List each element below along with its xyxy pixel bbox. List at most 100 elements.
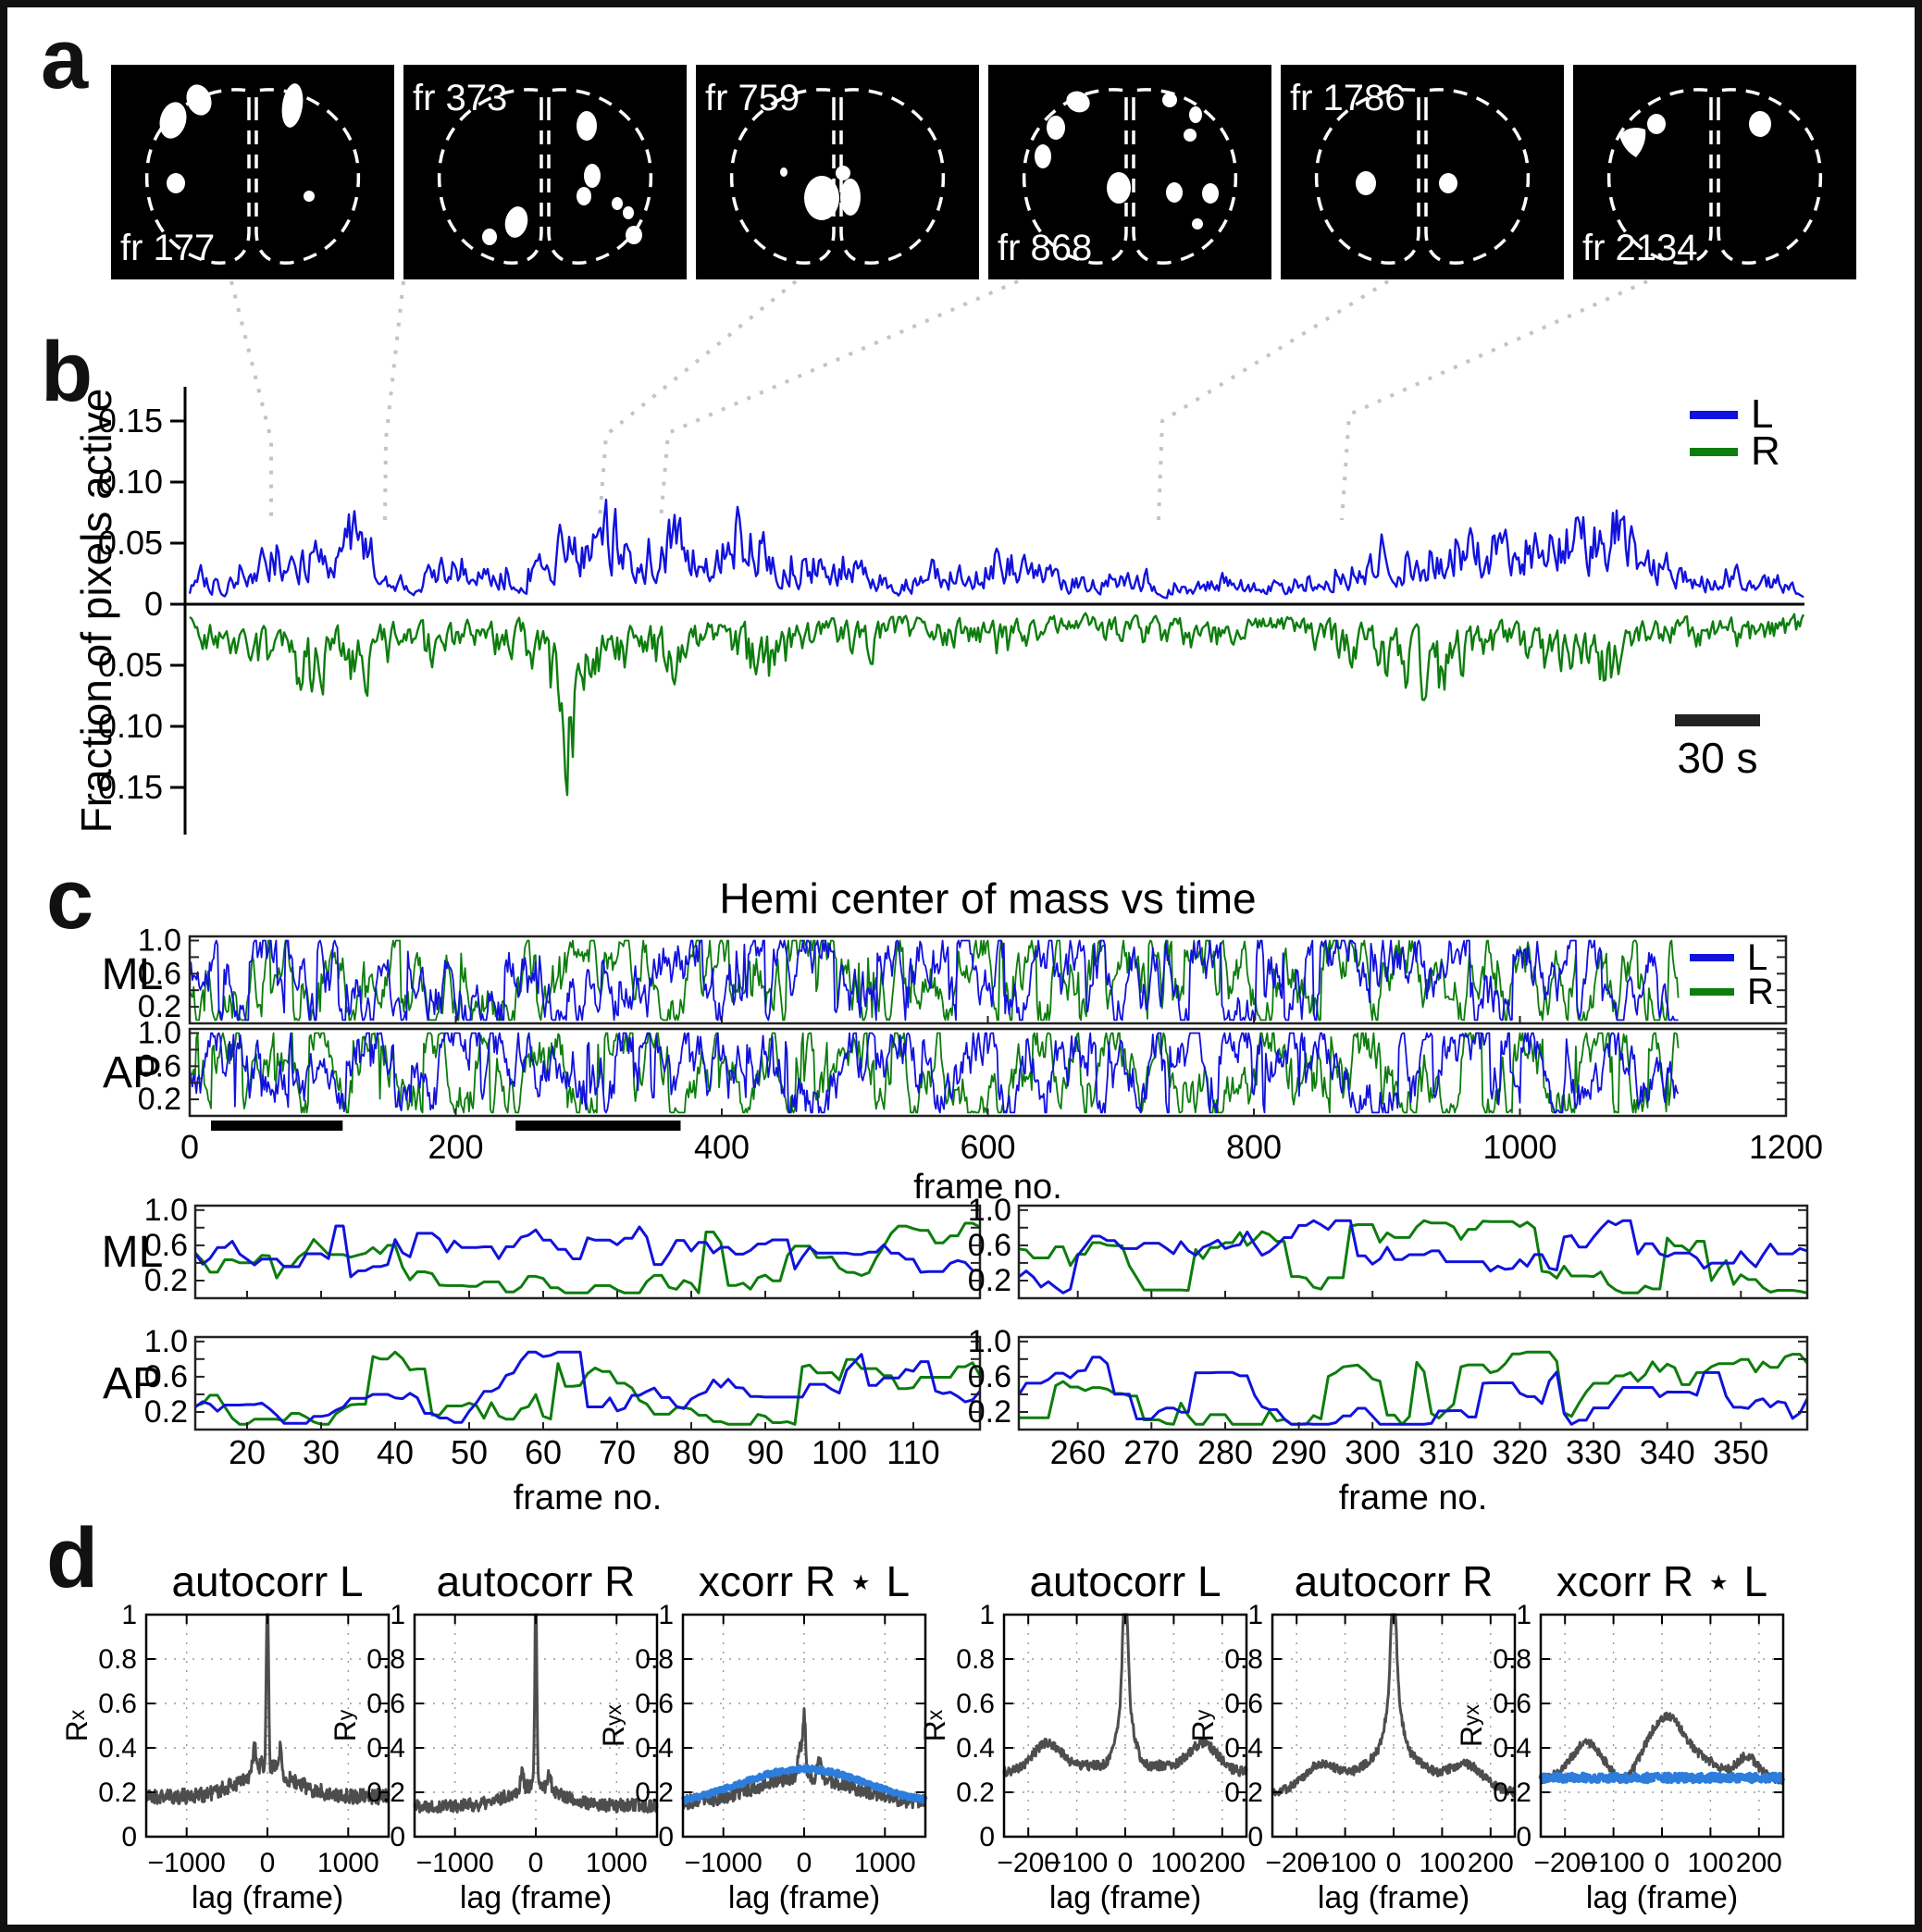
d-plot-title: autocorr L	[1029, 1557, 1221, 1605]
c-long-trace-L	[189, 939, 1679, 1022]
frame-connector-line	[229, 280, 273, 520]
xtick-label: 30	[303, 1433, 340, 1471]
d-ylabel-sub: yx	[601, 1703, 626, 1726]
xtick-label: −1000	[685, 1848, 763, 1878]
brain-map	[1314, 88, 1531, 265]
xtick-label: 100	[812, 1433, 867, 1471]
ytick-label: 0.6	[144, 1228, 188, 1263]
b-trace-R	[189, 612, 1805, 797]
activity-blobs	[1356, 171, 1457, 195]
frame-number-label: fr 759	[705, 78, 800, 118]
ytick-label: 0.6	[98, 1689, 137, 1719]
panel-label-b: b	[41, 325, 93, 419]
ytick-label: 0.2	[138, 989, 181, 1024]
xtick-label: 70	[599, 1433, 636, 1471]
b-ytick-label: 0.15	[98, 768, 163, 806]
d-x-axis-label: lag (frame)	[191, 1880, 344, 1915]
xtick-label: 0	[180, 1128, 199, 1166]
ytick-label: 0.4	[98, 1733, 137, 1764]
highlight-bar	[211, 1121, 343, 1131]
c-zoom-right-x-label: frame no.	[1338, 1479, 1488, 1517]
d-plot-title: xcorr R ⋆ L	[698, 1557, 911, 1605]
d-ylabel-main: R	[59, 1720, 93, 1742]
d-ylabel-main: R	[328, 1720, 362, 1742]
xtick-label: 0	[260, 1848, 276, 1878]
xtick-label: 200	[1468, 1848, 1514, 1878]
plot-box	[193, 1204, 982, 1300]
xtick-label: 270	[1123, 1433, 1179, 1471]
legend-line-R-icon	[1690, 447, 1738, 456]
ytick-label: 1.0	[144, 1324, 188, 1359]
ytick-label: 0.8	[1224, 1644, 1263, 1675]
d-x-axis-label: lag (frame)	[727, 1880, 881, 1915]
activity-blobs	[1035, 91, 1219, 229]
ytick-label: 0.8	[366, 1644, 405, 1675]
c-zoom-trace-R	[193, 1221, 981, 1294]
xtick-label: −200	[1265, 1848, 1328, 1878]
ytick-label: 0.8	[1493, 1644, 1531, 1675]
xtick-label: 290	[1271, 1433, 1327, 1471]
xtick-label: 260	[1050, 1433, 1106, 1471]
ytick-label: 0.4	[635, 1733, 674, 1764]
c-long-trace-R	[189, 1032, 1680, 1114]
activity-blobs	[159, 83, 315, 202]
xtick-label: 280	[1197, 1433, 1253, 1471]
ytick-label: 0.6	[138, 1048, 181, 1084]
xtick-label: −100	[1046, 1848, 1109, 1878]
d-x-axis-label: lag (frame)	[1048, 1880, 1202, 1915]
ytick-label: 1	[658, 1600, 674, 1630]
d-gray-trace	[1539, 1711, 1785, 1785]
c-zoom-trace-R	[1019, 1350, 1809, 1426]
c-legend-row-L: L	[1690, 936, 1774, 978]
frame-number-label: fr 177	[120, 228, 216, 268]
xtick-label: −100	[1582, 1848, 1645, 1878]
xtick-label: 90	[747, 1433, 784, 1471]
ytick-label: 1.0	[968, 1193, 1011, 1228]
activity-frame: fr 373	[403, 65, 687, 279]
panel-label-c: c	[46, 852, 94, 947]
xtick-label: 100	[1419, 1848, 1465, 1878]
c-zoom-trace-L	[194, 1350, 982, 1425]
ytick-label: 0.2	[968, 1263, 1011, 1298]
c-x-axis-label: frame no.	[913, 1168, 1062, 1207]
ytick-label: 0	[1516, 1822, 1531, 1852]
ytick-label: 0.6	[144, 1359, 188, 1394]
d-ylabel-main: R	[917, 1720, 951, 1742]
xtick-label: 0	[797, 1848, 812, 1878]
xtick-label: −1000	[416, 1848, 494, 1878]
frame-connector-line	[383, 280, 405, 521]
d-ylabel-sub: y	[1190, 1709, 1215, 1721]
ytick-label: 0.8	[98, 1644, 137, 1675]
xtick-label: −1000	[148, 1848, 226, 1878]
activity-frame: fr 759	[696, 65, 979, 279]
row-label-ap-zoom: AP	[102, 1359, 163, 1408]
legend-line-L-icon	[1690, 410, 1738, 419]
brain-map	[437, 88, 653, 265]
ytick-label: 0.2	[138, 1082, 181, 1117]
ytick-label: 0.8	[956, 1644, 995, 1675]
brain-outline	[1314, 88, 1531, 265]
ytick-label: 0.2	[956, 1777, 995, 1808]
xtick-label: 340	[1640, 1433, 1695, 1471]
time-scalebar	[1675, 714, 1760, 726]
d-ylabel-main: R	[1185, 1720, 1220, 1742]
d-blue-trace	[1538, 1771, 1786, 1785]
activity-blobs	[780, 166, 861, 220]
frame-connector-line	[1340, 279, 1648, 521]
xtick-label: 200	[1199, 1848, 1246, 1878]
ytick-label: 0.6	[138, 956, 181, 991]
ytick-label: 0.4	[956, 1733, 995, 1764]
ytick-label: 1.0	[144, 1193, 188, 1228]
xtick-label: 330	[1566, 1433, 1621, 1471]
ytick-label: 0.6	[956, 1689, 995, 1719]
d-x-axis-label: lag (frame)	[1317, 1880, 1470, 1915]
c-legend-label-L: L	[1747, 936, 1768, 978]
row-label-ml-long: ML	[101, 950, 164, 999]
ytick-label: 0.2	[144, 1263, 188, 1298]
brain-map	[729, 88, 946, 265]
